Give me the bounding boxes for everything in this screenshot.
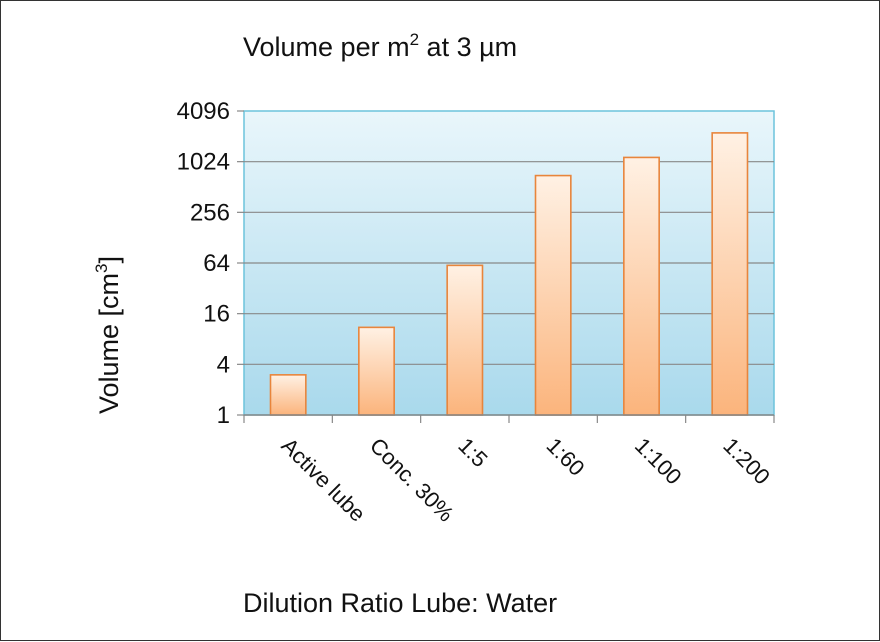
bar-1-200 [711, 132, 749, 416]
x-axis-label: Dilution Ratio Lube: Water [243, 588, 557, 618]
y-tick-label: 4096 [177, 98, 230, 125]
x-category-label: 1:60 [542, 433, 590, 481]
x-category-label: Active lube [277, 433, 371, 527]
y-axis-label: Volume [cm3] [92, 256, 124, 414]
y-tick-label: 1 [217, 402, 230, 429]
axes [243, 414, 775, 423]
y-tick-label: 4 [217, 351, 230, 378]
y-tick-label: 64 [203, 250, 230, 277]
x-category-label: 1:100 [630, 433, 687, 490]
y-tick-label: 16 [203, 301, 230, 328]
chart-title: Volume per m2 at 3 µm [243, 30, 517, 62]
y-tick-label: 1024 [177, 149, 230, 176]
bar-active-lube [269, 374, 307, 416]
gridlines [237, 110, 774, 416]
bar-1-60 [534, 174, 572, 416]
y-tick-label: 256 [190, 199, 230, 226]
y-tick-labels: 1 4 16 64 256 1024 4096 [177, 98, 230, 429]
bar-1-5 [446, 264, 484, 416]
x-category-label: 1:200 [718, 433, 775, 490]
x-category-label: Conc. 30% [365, 433, 459, 527]
bar-conc-30 [358, 326, 395, 416]
x-category-label: 1:5 [453, 433, 492, 472]
bar-1-100 [623, 156, 660, 416]
